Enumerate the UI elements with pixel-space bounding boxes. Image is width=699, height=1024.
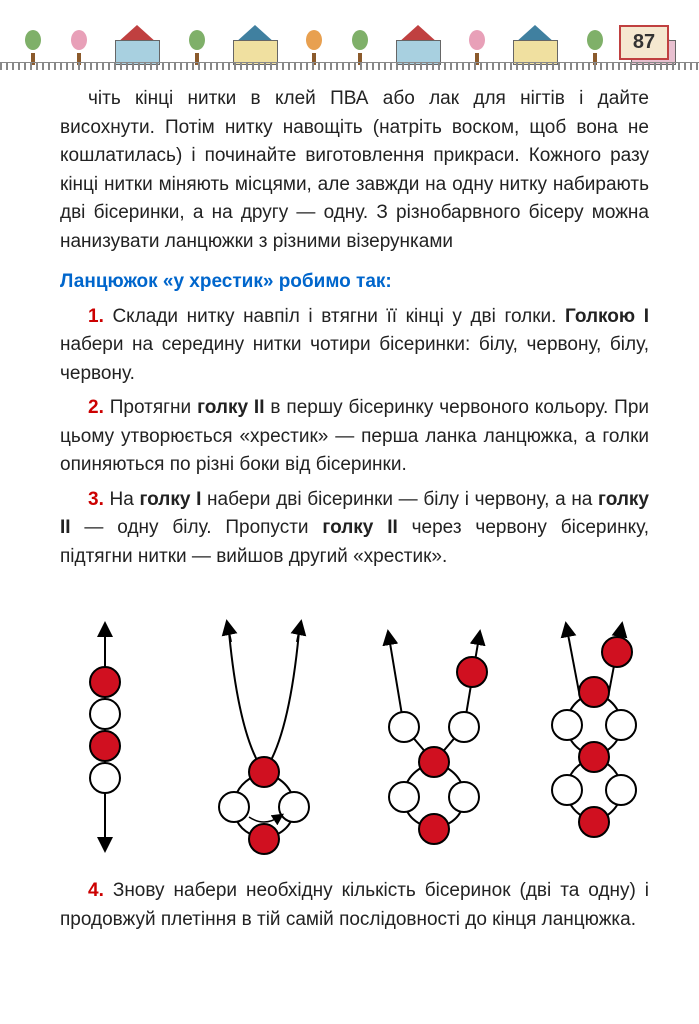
section-title: Ланцюжок «у хрестик» робимо так:: [60, 268, 649, 297]
page-header-decoration: 87: [0, 0, 699, 70]
tree-icon: [467, 30, 487, 65]
step-4: 4. Знову набери необхідну кількість бісе…: [60, 877, 649, 934]
page-number: 87: [619, 25, 669, 60]
tree-icon: [585, 30, 605, 65]
step-2: 2. Протягни голку ІІ в першу бісеринку ч…: [60, 394, 649, 480]
houses-illustration: [0, 10, 699, 65]
diagram-step-1: [30, 617, 179, 857]
house-icon: [233, 25, 278, 65]
page-content-bottom: 4. Знову набери необхідну кількість бісе…: [0, 877, 699, 960]
tree-icon: [304, 30, 324, 65]
step-3: 3. На голку І набери дві бісеринки — біл…: [60, 486, 649, 572]
step-number: 3.: [88, 489, 104, 510]
step-number: 4.: [88, 880, 104, 901]
house-icon: [396, 25, 441, 65]
step-1: 1. Склади нитку навпіл і втягни її кінці…: [60, 303, 649, 389]
tree-icon: [69, 30, 89, 65]
tree-icon: [23, 30, 43, 65]
diagram-step-3: [349, 617, 519, 857]
diagram-step-2: [179, 617, 349, 857]
fence-decoration: [0, 62, 699, 70]
diagram-step-4: [519, 617, 669, 857]
house-icon: [513, 25, 558, 65]
step-number: 2.: [88, 397, 104, 418]
house-icon: [115, 25, 160, 65]
bead-diagrams: [0, 597, 699, 877]
tree-icon: [187, 30, 207, 65]
step-number: 1.: [88, 306, 104, 327]
intro-paragraph: чіть кінці нитки в клей ПВА або лак для …: [60, 85, 649, 256]
page-content: чіть кінці нитки в клей ПВА або лак для …: [0, 70, 699, 597]
tree-icon: [350, 30, 370, 65]
